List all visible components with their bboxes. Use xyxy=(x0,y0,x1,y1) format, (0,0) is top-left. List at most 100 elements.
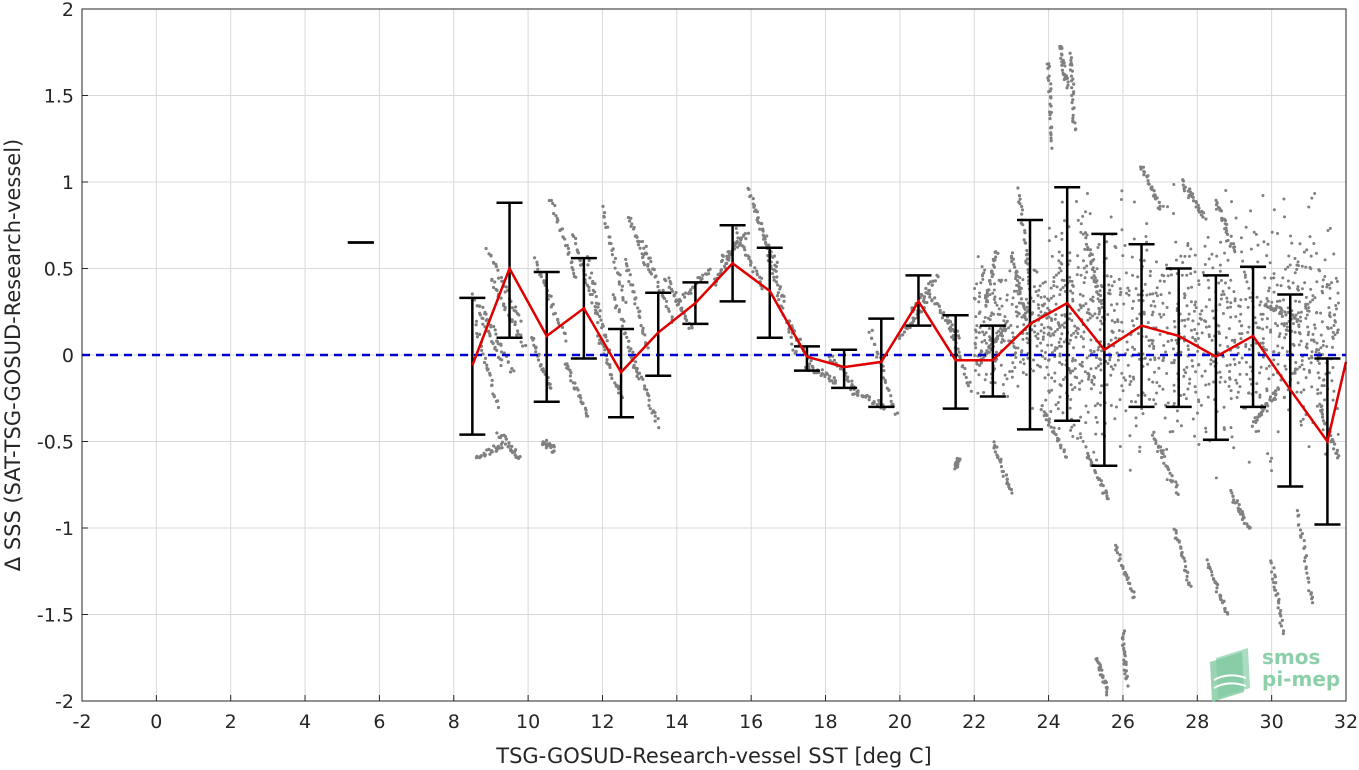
scatter-point xyxy=(1171,479,1175,483)
scatter-point xyxy=(1165,478,1169,482)
scatter-point xyxy=(1302,546,1306,550)
scatter-point xyxy=(1308,235,1312,239)
scatter-point xyxy=(1001,382,1005,386)
scatter-point xyxy=(1325,285,1329,289)
scatter-point xyxy=(489,323,493,327)
scatter-point xyxy=(1022,362,1026,366)
scatter-point xyxy=(551,450,555,454)
scatter-point xyxy=(1204,305,1208,309)
scatter-point xyxy=(1024,373,1028,377)
scatter-point xyxy=(765,234,769,238)
scatter-point xyxy=(1230,491,1234,495)
scatter-point xyxy=(1172,319,1176,323)
scatter-point xyxy=(1197,363,1201,367)
scatter-point xyxy=(1096,364,1100,368)
scatter-point xyxy=(1237,510,1241,514)
scatter-point xyxy=(1152,347,1156,351)
scatter-point xyxy=(1307,205,1311,209)
scatter-point xyxy=(1300,531,1304,536)
scatter-point xyxy=(962,372,966,376)
scatter-point xyxy=(569,371,573,375)
scatter-point xyxy=(1129,379,1133,383)
scatter-point xyxy=(1052,426,1056,430)
scatter-point xyxy=(983,268,987,272)
scatter-point xyxy=(1047,331,1051,335)
scatter-point xyxy=(607,363,611,367)
scatter-point xyxy=(1182,189,1187,193)
scatter-point xyxy=(534,345,538,349)
scatter-point xyxy=(743,248,747,252)
scatter-point xyxy=(643,333,647,337)
scatter-point xyxy=(883,378,887,382)
scatter-point xyxy=(1267,289,1271,293)
scatter-point xyxy=(1081,337,1085,341)
scatter-point xyxy=(1048,117,1052,121)
scatter-point xyxy=(1247,460,1251,464)
scatter-point xyxy=(1073,127,1077,132)
scatter-point xyxy=(1057,426,1061,430)
scatter-point xyxy=(565,362,569,366)
scatter-point xyxy=(1266,299,1270,303)
scatter-point xyxy=(1068,406,1072,410)
scatter-point xyxy=(1010,491,1014,495)
scatter-point xyxy=(1069,289,1073,293)
scatter-point xyxy=(1256,326,1260,330)
scatter-point xyxy=(975,282,979,286)
scatter-point xyxy=(1184,371,1188,375)
scatter-point xyxy=(1298,365,1302,369)
scatter-point xyxy=(1068,51,1072,55)
scatter-point xyxy=(681,292,685,297)
x-tick-label: 8 xyxy=(448,711,460,733)
scatter-point xyxy=(1185,365,1189,369)
scatter-point xyxy=(1170,361,1174,365)
scatter-point xyxy=(492,324,496,329)
scatter-point xyxy=(912,317,917,321)
scatter-point xyxy=(1206,278,1210,282)
scatter-point xyxy=(1172,401,1176,405)
scatter-point xyxy=(481,352,485,356)
scatter-point xyxy=(1072,331,1076,335)
scatter-point xyxy=(1222,405,1226,409)
scatter-point xyxy=(1246,330,1250,334)
scatter-point xyxy=(1050,376,1054,380)
scatter-point xyxy=(487,447,491,451)
scatter-point xyxy=(1100,384,1104,388)
scatter-point xyxy=(998,460,1003,464)
scatter-point xyxy=(675,303,679,307)
scatter-point xyxy=(1304,295,1308,299)
scatter-point xyxy=(1218,343,1222,347)
scatter-point xyxy=(684,291,688,295)
scatter-point xyxy=(997,307,1001,311)
scatter-point xyxy=(1259,300,1263,304)
scatter-point xyxy=(507,441,511,445)
scatter-point xyxy=(1298,315,1302,319)
scatter-point xyxy=(566,252,570,256)
y-tick-label: -1 xyxy=(55,518,74,540)
scatter-point xyxy=(976,255,980,259)
scatter-point xyxy=(1008,369,1012,373)
smos-pimep-logo: smos pi-mep xyxy=(1210,645,1340,702)
scatter-point xyxy=(1160,455,1164,460)
scatter-point xyxy=(1043,376,1047,380)
scatter-point xyxy=(758,227,762,231)
scatter-point xyxy=(1054,313,1058,317)
scatter-point xyxy=(1183,324,1187,328)
scatter-point xyxy=(1052,275,1056,279)
scatter-point xyxy=(1275,304,1279,308)
scatter-point xyxy=(1328,286,1332,290)
scatter-point xyxy=(1078,303,1082,307)
scatter-point xyxy=(1089,349,1093,353)
scatter-point xyxy=(988,279,992,283)
scatter-point xyxy=(1061,377,1065,381)
scatter-point xyxy=(982,391,986,395)
scatter-point xyxy=(645,252,649,256)
scatter-point xyxy=(777,297,781,302)
scatter-point xyxy=(1209,362,1213,366)
scatter-point xyxy=(1298,242,1302,246)
scatter-point xyxy=(999,464,1004,469)
scatter-point xyxy=(1228,370,1232,374)
scatter-point xyxy=(1169,273,1173,277)
scatter-point xyxy=(1126,348,1130,352)
scatter-point xyxy=(1098,299,1102,303)
